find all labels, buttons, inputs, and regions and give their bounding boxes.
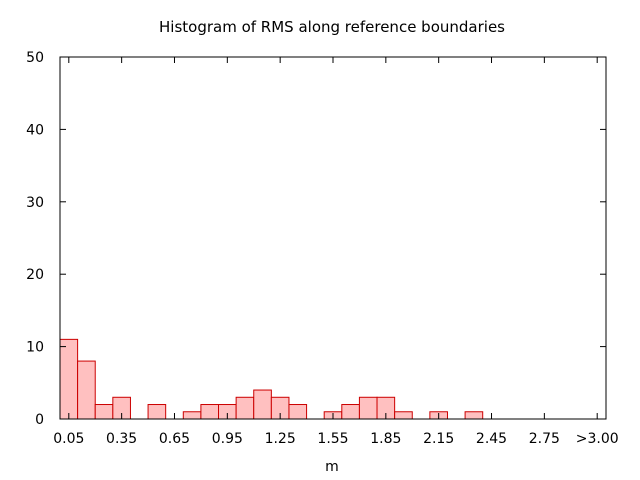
x-tick-label: >3.00 bbox=[576, 431, 619, 447]
bars-group bbox=[59, 338, 484, 420]
histogram-bar bbox=[288, 404, 308, 420]
x-tick-label: 0.95 bbox=[212, 431, 243, 447]
histogram-bar bbox=[182, 411, 202, 420]
y-tick-label: 0 bbox=[35, 412, 44, 428]
x-tick-label: 2.75 bbox=[529, 431, 560, 447]
x-tick-label: 2.45 bbox=[476, 431, 507, 447]
histogram-bar bbox=[358, 396, 378, 420]
histogram-bar bbox=[253, 389, 272, 420]
histogram-bar bbox=[59, 338, 79, 420]
x-tick-label: 0.05 bbox=[53, 431, 84, 447]
x-tick-label: 0.65 bbox=[159, 431, 190, 447]
x-tick-label: 0.35 bbox=[106, 431, 137, 447]
histogram-bar bbox=[235, 396, 255, 420]
histogram-bar bbox=[147, 404, 167, 420]
plot-frame bbox=[59, 56, 607, 420]
x-tick-label: 1.25 bbox=[265, 431, 296, 447]
y-tick-label: 50 bbox=[26, 50, 44, 66]
ticks-group: 0 10 20 30 40 50 0.05 0.35 0.65 0.95 1.25 1.55 1.85 2… bbox=[26, 50, 618, 447]
histogram-bar bbox=[341, 404, 360, 420]
x-tick-label: 2.15 bbox=[423, 431, 454, 447]
chart-title: Histogram of RMS along reference boundar… bbox=[159, 18, 505, 36]
x-axis-label: m bbox=[325, 459, 339, 475]
histogram-bar bbox=[394, 411, 413, 420]
y-tick-label: 10 bbox=[26, 340, 44, 356]
histogram-bar bbox=[77, 360, 96, 420]
histogram-bar bbox=[464, 411, 484, 420]
histogram-bar bbox=[200, 404, 220, 420]
y-tick-label: 20 bbox=[26, 267, 44, 283]
y-tick-label: 40 bbox=[26, 122, 44, 138]
x-tick-label: 1.55 bbox=[317, 431, 348, 447]
y-tick-label: 30 bbox=[26, 195, 44, 211]
x-tick-label: 1.85 bbox=[370, 431, 401, 447]
histogram-bar bbox=[94, 404, 114, 420]
